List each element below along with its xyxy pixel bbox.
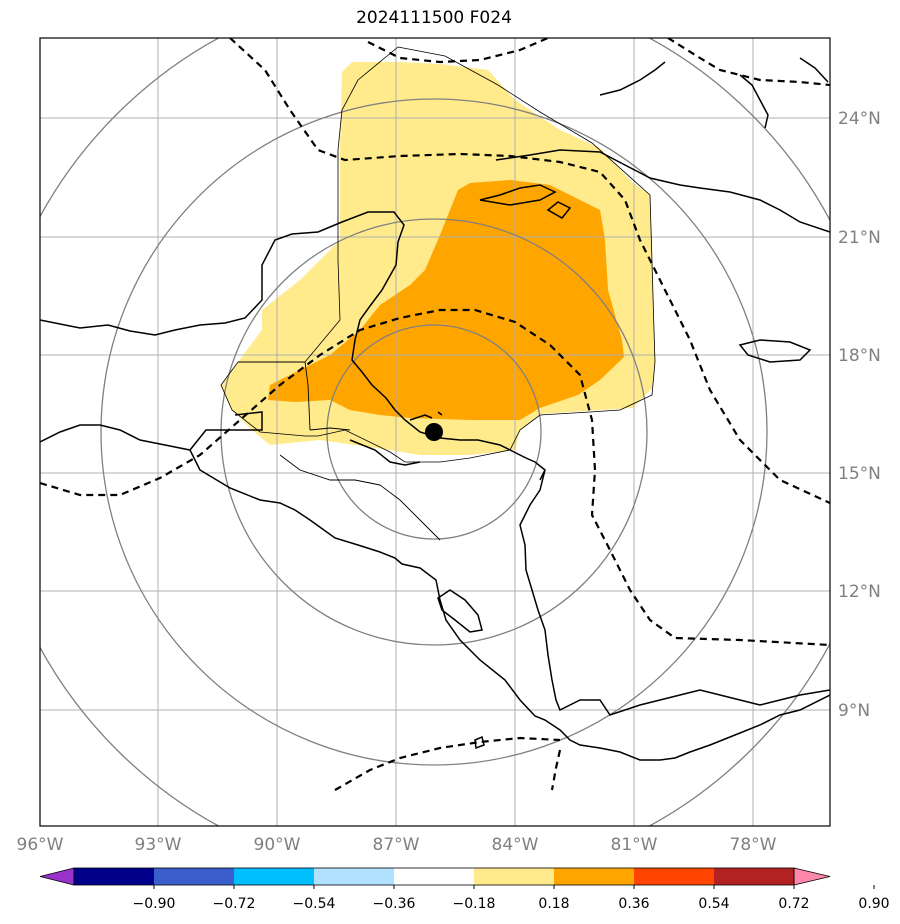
colorbar: −0.90 −0.72 −0.54 −0.36 −0.18 0.18 0.36 0.54 0.7… bbox=[39, 867, 890, 912]
graticule bbox=[40, 38, 830, 826]
colorbar-tick-label: −0.72 bbox=[213, 896, 256, 912]
colorbar-segment bbox=[554, 868, 634, 885]
dashed-contours bbox=[40, 38, 830, 791]
colorbar-tick-label: 0.72 bbox=[778, 896, 809, 912]
latitude-labels: 24°N 21°N 18°N 15°N 12°N 9°N bbox=[838, 109, 881, 721]
outline-contour bbox=[220, 46, 656, 463]
coastlines bbox=[40, 57, 830, 761]
map-frame bbox=[39, 37, 831, 827]
colorbar-segment bbox=[474, 868, 554, 885]
lat-label: 24°N bbox=[838, 109, 881, 129]
anomaly-fill-dark bbox=[268, 180, 624, 420]
colorbar-segment bbox=[74, 868, 154, 885]
colorbar-extend-low bbox=[39, 867, 75, 886]
colorbar-segment bbox=[234, 868, 314, 885]
colorbar-extend-high bbox=[793, 867, 831, 886]
lon-label: 81°W bbox=[611, 835, 658, 855]
colorbar-segment bbox=[394, 868, 474, 885]
lon-label: 78°W bbox=[730, 835, 777, 855]
lon-label: 84°W bbox=[492, 835, 539, 855]
lat-label: 18°N bbox=[838, 346, 881, 366]
colorbar-tick-label: 0.36 bbox=[618, 896, 649, 912]
lon-label: 93°W bbox=[135, 835, 182, 855]
lon-label: 90°W bbox=[254, 835, 301, 855]
map-title: 2024111500 F024 bbox=[356, 8, 512, 28]
colorbar-segment bbox=[314, 868, 394, 885]
lat-label: 15°N bbox=[838, 464, 881, 484]
colorbar-tick-label: −0.90 bbox=[133, 896, 176, 912]
colorbar-tick-label: −0.36 bbox=[373, 896, 416, 912]
range-rings bbox=[40, 38, 830, 826]
colorbar-tick-label: 0.18 bbox=[538, 896, 569, 912]
colorbar-segment bbox=[154, 868, 234, 885]
colorbar-frame bbox=[73, 867, 795, 886]
lat-label: 21°N bbox=[838, 228, 881, 248]
colorbar-tick-label: −0.18 bbox=[453, 896, 496, 912]
lon-label: 96°W bbox=[17, 835, 64, 855]
lon-label: 87°W bbox=[373, 835, 420, 855]
colorbar-tick-label: 0.90 bbox=[858, 896, 889, 912]
colorbar-tick-label: 0.54 bbox=[698, 896, 729, 912]
longitude-labels: 96°W 93°W 90°W 87°W 84°W 81°W 78°W bbox=[17, 835, 777, 855]
colorbar-segment bbox=[714, 868, 794, 885]
lat-label: 12°N bbox=[838, 582, 881, 602]
storm-center-marker bbox=[425, 423, 443, 441]
borders bbox=[238, 361, 441, 541]
colorbar-tick-label: −0.54 bbox=[293, 896, 336, 912]
lat-label: 9°N bbox=[838, 701, 870, 721]
colorbar-segment bbox=[634, 868, 714, 885]
